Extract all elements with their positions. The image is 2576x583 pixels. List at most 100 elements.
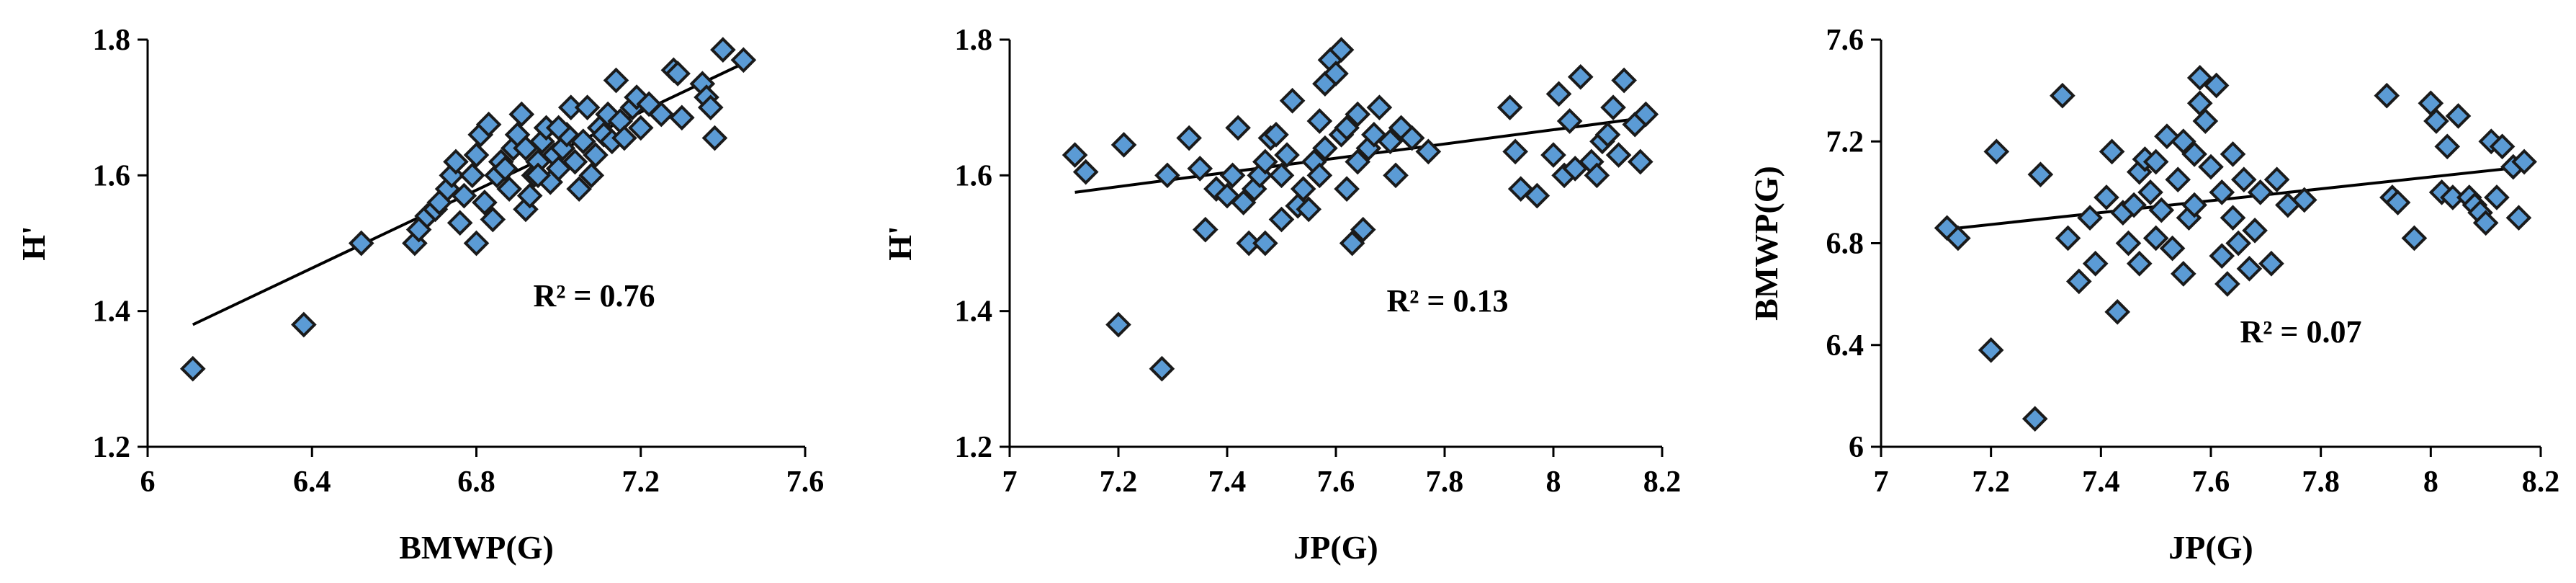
data-point [1268,206,1295,233]
data-point [459,162,485,189]
data-point [2209,243,2235,269]
y-axis-title: H' [15,226,52,261]
data-point [451,182,477,209]
data-point [2126,250,2153,277]
data-point [516,182,543,209]
data-point [1345,101,1371,128]
data-point [1339,230,1365,257]
data-point [1366,94,1393,120]
data-point [2137,179,2163,205]
x-tick-label: 8 [2423,466,2438,499]
data-point [2225,230,2251,257]
data-point [1306,162,1333,189]
data-point [1545,81,1572,107]
data-point [2171,261,2196,287]
x-tick-label: 7.6 [1317,466,1355,499]
data-point [2214,271,2240,297]
data-point [1611,67,1637,94]
data-point [1524,182,1550,209]
y-tick-label: 1.2 [955,431,993,464]
x-tick-label: 6 [140,466,156,499]
data-point [1306,108,1333,134]
data-point [1567,63,1594,90]
data-point [1600,94,1626,120]
data-point [1334,115,1360,141]
data-point [2159,235,2186,262]
x-tick-label: 7.6 [786,466,825,499]
x-axis-title: BMWP(G) [399,529,554,566]
r-squared-label: R² = 0.13 [1386,283,1508,319]
data-point [1072,159,1099,185]
data-point [2258,250,2284,277]
data-point [2050,82,2075,109]
data-point [2384,190,2411,215]
data-point [2423,108,2449,134]
data-point [1274,142,1300,168]
data-point [2171,128,2196,155]
x-tick-label: 7.2 [622,466,660,499]
data-point [1328,37,1355,63]
data-point [1192,216,1219,243]
data-point [2181,141,2207,167]
y-tick-label: 7.2 [1826,125,1864,159]
data-point [2065,268,2092,295]
data-point [2203,72,2230,99]
data-point [2181,192,2207,218]
data-point [603,67,629,94]
data-point [2489,133,2516,160]
x-tick-label: 7 [1002,466,1018,499]
data-point [1110,132,1137,158]
data-point [2220,205,2246,231]
data-point [2401,225,2428,252]
x-tick-label: 8.2 [1643,466,1682,499]
data-point [566,176,592,202]
data-point [1377,128,1404,155]
data-point [2484,184,2510,210]
data-point [496,176,522,202]
y-tick-label: 7.6 [1826,24,1864,57]
x-axis-title: JP(G) [2168,529,2253,566]
x-tick-label: 6.8 [457,466,495,499]
data-point [1154,162,1180,189]
x-tick-label: 7.6 [2192,466,2230,499]
data-point [2511,148,2537,175]
x-tick-label: 8.2 [2522,466,2560,499]
data-point [1323,61,1349,86]
x-tick-label: 7.4 [1208,466,1247,499]
data-point [1627,148,1653,175]
data-point [2099,138,2125,165]
data-point [443,148,469,175]
data-point [2192,108,2219,134]
data-point [1149,355,1175,382]
data-point [2186,65,2213,91]
y-tick-label: 6 [1849,431,1864,464]
data-point [2472,210,2499,236]
data-point [545,115,572,141]
data-point [513,135,539,161]
data-point [2142,225,2169,252]
data-point [2121,192,2147,218]
y-tick-label: 1.6 [955,159,993,192]
x-tick-label: 7.8 [1426,466,1464,499]
x-axis-title: JP(G) [1293,529,1378,566]
data-point [2263,166,2290,193]
data-point [2247,179,2274,205]
data-point [2198,153,2224,180]
data-point [2021,406,2048,432]
data-point [2093,184,2119,210]
data-point [574,94,601,120]
data-point [583,142,609,168]
x-tick-label: 7.4 [2082,466,2120,499]
data-point [1187,156,1213,182]
y-tick-label: 1.4 [93,295,131,329]
data-point [570,128,596,155]
data-point [648,101,675,128]
data-point [1633,101,1659,128]
data-point [2505,205,2532,231]
data-point [1594,122,1621,148]
y-tick-label: 1.2 [93,431,131,464]
data-point [2104,299,2131,325]
x-tick-label: 6.4 [293,466,331,499]
data-point [1279,87,1306,114]
